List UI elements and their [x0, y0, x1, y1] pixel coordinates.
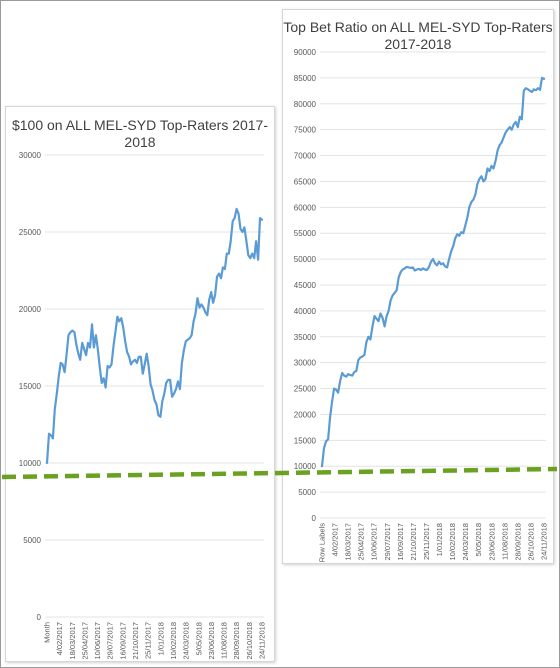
right-y-tick-label-17: 85000	[294, 74, 317, 83]
right-x-tick-label-1: 4/02/2017	[331, 523, 340, 556]
left-y-tick-label-1: 5000	[23, 536, 41, 545]
right-y-tick-label-0: 0	[312, 514, 317, 523]
chart-panel-right: Top Bet Ratio on ALL MEL-SYD Top-Raters …	[282, 9, 554, 564]
left-y-tick-label-4: 20000	[19, 305, 42, 314]
right-y-tick-label-7: 35000	[294, 333, 317, 342]
left-y-tick-label-5: 25000	[19, 228, 42, 237]
right-y-tick-label-3: 15000	[294, 436, 317, 445]
right-x-tick-label-15: 28/09/2018	[513, 523, 522, 561]
left-x-tick-label-5: 29/07/2017	[106, 622, 115, 660]
right-x-tick-label-13: 23/06/2018	[487, 523, 496, 561]
left-x-tick-label-7: 21/10/2017	[131, 622, 140, 660]
right-x-tick-label-16: 26/10/2018	[526, 523, 535, 561]
left-y-tick-label-2: 10000	[19, 459, 42, 468]
right-y-tick-label-18: 90000	[294, 48, 317, 57]
left-x-tick-label-2: 18/03/2017	[68, 622, 77, 660]
right-y-tick-label-6: 30000	[294, 359, 317, 368]
right-x-tick-label-6: 16/09/2017	[396, 523, 405, 561]
left-y-tick-label-6: 30000	[19, 151, 42, 160]
right-y-tick-label-10: 50000	[294, 255, 317, 264]
right-x-tick-label-9: 1/01/2018	[435, 523, 444, 556]
right-x-tick-label-14: 11/08/2018	[500, 523, 509, 560]
right-x-tick-label-3: 25/04/2017	[357, 523, 366, 561]
right-y-tick-label-11: 55000	[294, 229, 317, 238]
right-y-tick-label-9: 45000	[294, 281, 317, 290]
right-x-tick-label-5: 29/07/2017	[383, 523, 392, 561]
right-x-tick-label-10: 10/02/2018	[448, 523, 457, 561]
right-x-tick-label-0: Row Labels	[318, 523, 327, 562]
right-y-tick-label-1: 5000	[298, 488, 316, 497]
right-y-tick-label-15: 75000	[294, 126, 317, 135]
right-y-tick-label-8: 40000	[294, 307, 317, 316]
right-x-tick-label-4: 10/06/2017	[370, 523, 379, 561]
left-x-tick-label-6: 16/09/2017	[118, 622, 127, 660]
left-x-tick-label-3: 25/04/2017	[80, 622, 89, 660]
left-x-tick-label-10: 10/02/2018	[169, 622, 178, 660]
left-y-tick-label-3: 15000	[19, 382, 42, 391]
left-x-tick-label-4: 10/06/2017	[93, 622, 102, 660]
chart-panel-left: $100 on ALL MEL-SYD Top-Raters 2017-2018…	[5, 106, 275, 662]
left-y-tick-label-0: 0	[37, 613, 42, 622]
right-x-tick-label-2: 18/03/2017	[344, 523, 353, 561]
chart-title-right: Top Bet Ratio on ALL MEL-SYD Top-Raters …	[283, 19, 553, 52]
left-x-tick-label-0: Month	[43, 622, 52, 643]
left-x-tick-label-15: 28/09/2018	[232, 622, 241, 660]
right-x-tick-label-17: 24/11/2018	[540, 523, 549, 560]
right-y-tick-label-13: 65000	[294, 177, 317, 186]
left-x-tick-label-11: 24/03/2018	[182, 622, 191, 660]
left-x-tick-label-8: 25/11/2017	[144, 622, 153, 659]
left-series-line-0	[45, 207, 264, 465]
right-y-tick-label-5: 25000	[294, 385, 317, 394]
right-y-tick-label-2: 10000	[294, 462, 317, 471]
left-x-tick-label-12: 5/05/2018	[194, 622, 203, 655]
right-y-tick-label-4: 20000	[294, 410, 317, 419]
right-x-tick-label-8: 25/11/2017	[422, 523, 431, 560]
left-x-tick-label-13: 23/06/2018	[207, 622, 216, 660]
chart-right-svg: 0 5000 10000 15000 20000 25000 30000 35000 40000…	[294, 48, 549, 562]
right-x-tick-label-7: 21/10/2017	[409, 523, 418, 561]
right-x-tick-label-11: 24/03/2018	[461, 523, 470, 561]
right-y-tick-label-12: 60000	[294, 203, 317, 212]
right-y-tick-label-14: 70000	[294, 152, 317, 161]
right-y-tick-label-16: 80000	[294, 100, 317, 109]
left-x-tick-label-17: 24/11/2018	[258, 622, 267, 659]
left-x-tick-label-1: 4/02/2017	[55, 622, 64, 655]
right-series-line-0	[320, 76, 546, 468]
chart-title-left: $100 on ALL MEL-SYD Top-Raters 2017-2018	[11, 117, 269, 150]
left-x-tick-label-9: 1/01/2018	[156, 622, 165, 655]
right-x-tick-label-12: 5/05/2018	[474, 523, 483, 556]
left-x-tick-label-16: 26/10/2018	[245, 622, 254, 660]
left-x-tick-label-14: 11/08/2018	[220, 622, 229, 659]
chart-left-svg: 0 5000 10000 15000 20000 25000 30000 Month 4/02/…	[19, 151, 267, 660]
